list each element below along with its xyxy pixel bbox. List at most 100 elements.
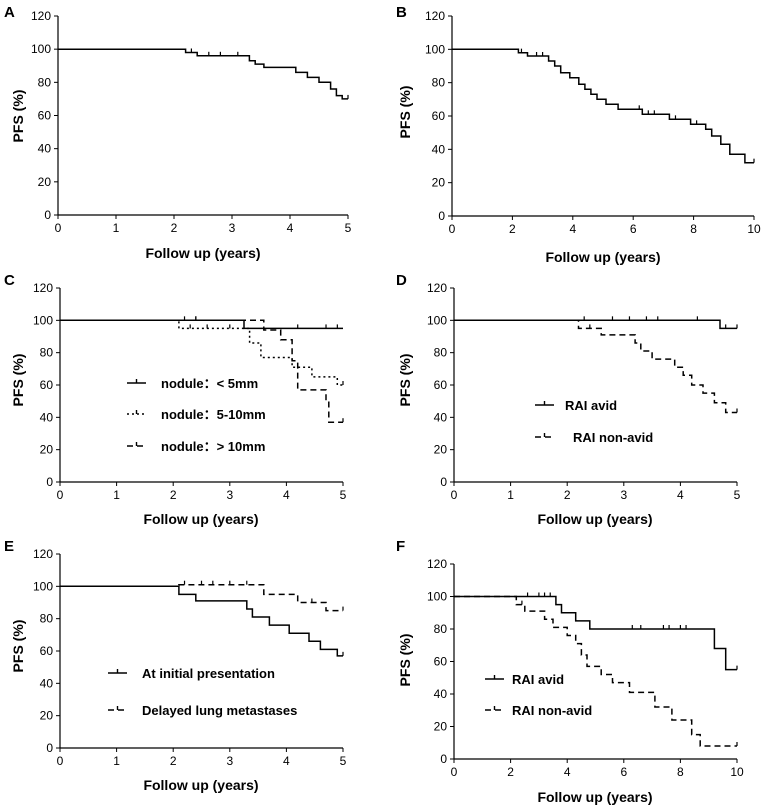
y-tick-label-d-0: 0 — [440, 475, 447, 489]
legend-label-c-3: nodule：> 10mm — [161, 439, 265, 454]
x-axis-title-c: Follow up (years) — [143, 511, 258, 527]
x-tick-label-e-0: 0 — [57, 754, 64, 768]
panel-f: F PFS (%) Follow up (years) 020406080100… — [396, 538, 744, 805]
y-tick-label-f-3: 60 — [434, 655, 448, 669]
y-tick-label-d-4: 80 — [434, 346, 448, 360]
x-tick-label-a-4: 4 — [287, 221, 294, 235]
x-tick-label-e-3: 3 — [226, 754, 233, 768]
legend-item-f-2: RAI non-avid — [485, 703, 592, 718]
y-tick-label-d-3: 60 — [434, 378, 448, 392]
x-tick-label-f-1: 2 — [507, 765, 514, 779]
plot-area-b: 0 20 40 60 80 100 120 0 2 4 6 8 10 — [425, 9, 761, 236]
legend-item-f-1: RAI avid — [485, 672, 564, 687]
y-tick-label-c-2: 40 — [40, 410, 54, 424]
panel-a: A PFS (%) Follow up (years) 020406080100… — [4, 4, 352, 261]
plot-area-d: 0 20 40 60 80 100 120 0 1 2 3 4 5 — [427, 281, 741, 502]
x-tick-label-d-5: 5 — [734, 488, 741, 502]
y-tick-label-b-5: 100 — [425, 42, 445, 56]
x-tick-label-d-4: 4 — [677, 488, 684, 502]
legend-item-d-2: RAI non-avid — [535, 430, 653, 445]
y-tick-label-f-4: 80 — [434, 622, 448, 636]
y-tick-label-f-2: 40 — [434, 687, 448, 701]
series-line-a-1 — [58, 48, 348, 100]
y-axis-title-d: PFS (%) — [397, 354, 413, 407]
y-tick-label-e-3: 60 — [40, 644, 54, 658]
legend-label-d-2: RAI non-avid — [573, 430, 653, 445]
x-tick-label-f-0: 0 — [451, 765, 458, 779]
y-tick-label-c-6: 120 — [33, 281, 53, 295]
legend-label-c-1: nodule：< 5mm — [161, 376, 258, 391]
y-tick-label-a-5: 100 — [31, 42, 51, 56]
x-tick-label-b-1: 2 — [509, 222, 516, 236]
x-tick-label-b-5: 10 — [747, 222, 761, 236]
y-tick-label-f-1: 20 — [434, 720, 448, 734]
y-tick-label-a-0: 0 — [44, 208, 51, 222]
legend-label-d-1: RAI avid — [565, 398, 617, 413]
legend-label-c-2: nodule：5-10mm — [161, 407, 266, 422]
y-tick-label-c-4: 80 — [40, 346, 54, 360]
y-tick-label-c-5: 100 — [33, 313, 53, 327]
plot-area-a: 0 20 40 60 80 100 120 0 1 2 3 4 5 — [31, 9, 352, 235]
x-axis-title-f: Follow up (years) — [537, 789, 652, 805]
y-tick-label-e-4: 80 — [40, 612, 54, 626]
x-tick-label-a-3: 3 — [229, 221, 236, 235]
legend-item-e-2: Delayed lung metastases — [108, 703, 297, 718]
x-tick-label-c-3: 3 — [226, 488, 233, 502]
series-line-b-1 — [452, 48, 754, 164]
legend-label-e-2: Delayed lung metastases — [142, 703, 297, 718]
x-tick-label-f-2: 4 — [564, 765, 571, 779]
y-tick-label-c-0: 0 — [46, 475, 53, 489]
panel-c: C PFS (%) Follow up (years) 020406080100… — [4, 272, 347, 527]
x-tick-label-c-1: 1 — [113, 488, 120, 502]
x-axis-title-d: Follow up (years) — [537, 511, 652, 527]
y-tick-label-e-1: 20 — [40, 709, 54, 723]
series-line-f-1 — [454, 595, 737, 671]
x-tick-label-f-4: 8 — [677, 765, 684, 779]
y-tick-label-a-2: 40 — [38, 142, 52, 156]
y-tick-label-a-6: 120 — [31, 9, 51, 23]
legend-item-e-1: At initial presentation — [108, 666, 275, 681]
series-line-f-2 — [454, 595, 737, 747]
legend-item-c-2: nodule：5-10mm — [127, 407, 266, 422]
x-tick-label-c-4: 4 — [283, 488, 290, 502]
panel-e: E PFS (%) Follow up (years) 020406080100… — [4, 538, 347, 793]
x-tick-label-d-0: 0 — [451, 488, 458, 502]
legend-e: At initial presentation Delayed lung met… — [108, 666, 297, 718]
y-tick-label-b-0: 0 — [438, 209, 445, 223]
plot-area-c: 0 20 40 60 80 100 120 0 1 2 3 4 5 — [33, 281, 347, 502]
y-tick-label-b-2: 40 — [432, 142, 446, 156]
y-tick-label-d-5: 100 — [427, 313, 447, 327]
y-tick-label-a-4: 80 — [38, 75, 52, 89]
plot-area-f: 0 20 40 60 80 100 120 0 2 4 6 8 10 — [427, 557, 744, 779]
panel-letter-c: C — [4, 272, 15, 289]
y-tick-label-a-3: 60 — [38, 109, 52, 123]
panel-letter-e: E — [4, 538, 14, 555]
y-tick-label-f-6: 120 — [427, 557, 447, 571]
panel-d: D PFS (%) Follow up (years) 020406080100… — [396, 272, 741, 527]
legend-label-f-1: RAI avid — [512, 672, 564, 687]
y-tick-label-b-3: 60 — [432, 109, 446, 123]
x-tick-label-b-3: 6 — [630, 222, 637, 236]
x-tick-label-d-2: 2 — [564, 488, 571, 502]
y-tick-label-d-2: 40 — [434, 410, 448, 424]
x-axis-title-e: Follow up (years) — [143, 777, 258, 793]
x-tick-label-b-2: 4 — [569, 222, 576, 236]
panel-letter-d: D — [396, 272, 407, 289]
y-axis-title-a: PFS (%) — [10, 90, 26, 143]
x-tick-label-f-3: 6 — [620, 765, 627, 779]
y-tick-label-f-0: 0 — [440, 752, 447, 766]
x-tick-label-a-1: 1 — [113, 221, 120, 235]
x-tick-label-a-2: 2 — [171, 221, 178, 235]
y-tick-label-c-1: 20 — [40, 443, 54, 457]
y-axis-title-c: PFS (%) — [10, 354, 26, 407]
x-tick-label-c-2: 2 — [170, 488, 177, 502]
legend-f: RAI avid RAI non-avid — [485, 672, 592, 718]
series-line-c-3 — [60, 319, 343, 423]
x-tick-label-e-1: 1 — [113, 754, 120, 768]
series-line-e-1 — [60, 585, 343, 657]
y-tick-label-a-1: 20 — [38, 175, 52, 189]
x-tick-label-d-1: 1 — [507, 488, 514, 502]
x-tick-label-d-3: 3 — [620, 488, 627, 502]
x-tick-label-b-0: 0 — [449, 222, 456, 236]
